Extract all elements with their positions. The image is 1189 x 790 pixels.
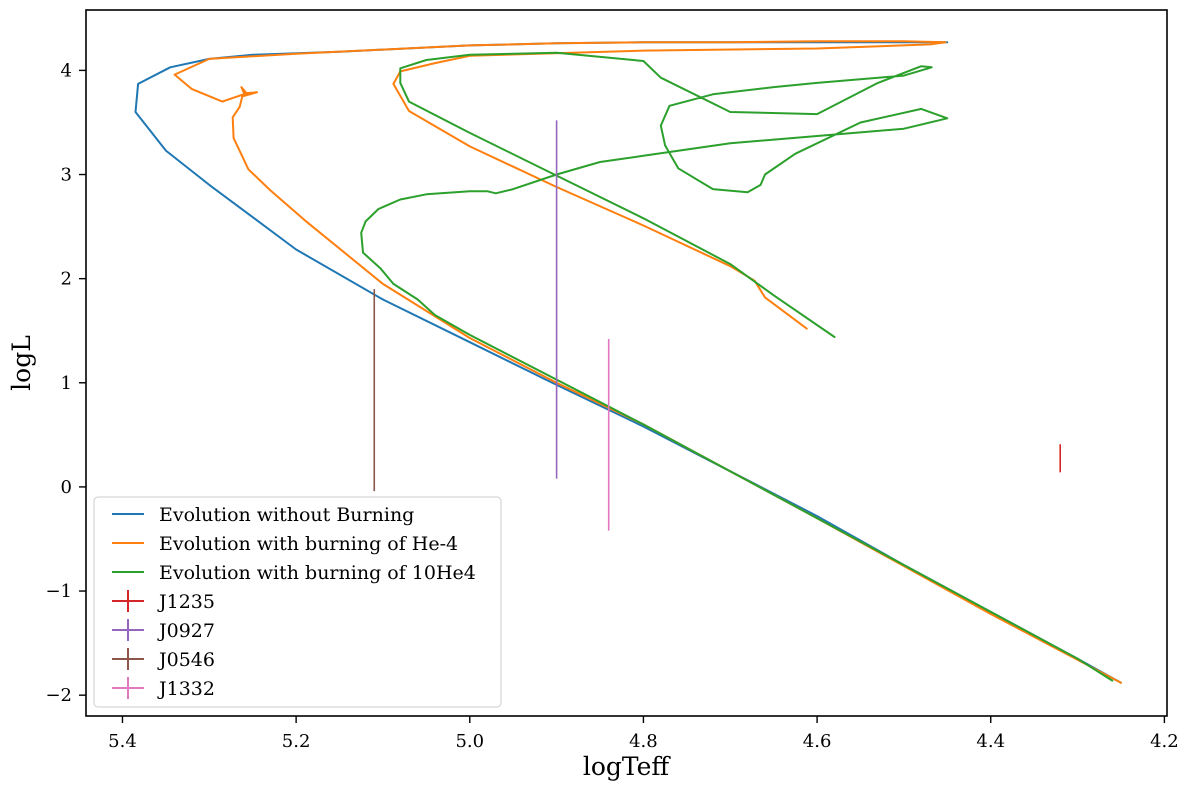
legend-label: J0927 [157,620,215,642]
x-tick-label: 4.2 [1150,731,1179,752]
legend-item-j0927: J0927 [112,619,215,642]
y-axis-ticks: 4 3 2 1 0 −1 −2 [45,60,86,706]
y-tick-label: 3 [61,165,72,186]
legend-item-j0546: J0546 [112,648,215,671]
plot-frame [85,9,1168,717]
x-tick-label: 4.6 [803,731,832,752]
y-tick-label: 1 [61,373,72,394]
legend-item-evolution-without-burning: Evolution without Burning [112,504,414,526]
x-tick-label: 5.2 [282,731,311,752]
x-tick-label: 4.4 [976,731,1005,752]
legend-label: J0546 [157,649,215,671]
x-tick-label: 4.8 [629,731,658,752]
legend-label: J1235 [157,591,215,613]
y-tick-label: −2 [45,685,72,706]
y-tick-label: −1 [45,581,72,602]
legend-item-evolution-with-burning-of-10he4: Evolution with burning of 10He4 [112,562,476,584]
x-axis-ticks: 5.4 5.2 5.0 4.8 4.6 4.4 4.2 [108,716,1179,752]
y-axis-label: logL [7,335,36,391]
legend-label: Evolution with burning of He-4 [159,533,458,555]
y-tick-label: 2 [61,269,72,290]
y-tick-label: 0 [61,477,72,498]
series-line-evolution-with-burning-of-10he4 [360,51,1114,682]
series-line-evolution-with-burning-of-he-4 [173,40,1122,684]
series-layer [134,40,1122,684]
x-tick-label: 5.4 [108,731,137,752]
legend-box [93,496,502,708]
x-tick-label: 5.0 [455,731,484,752]
legend-label: Evolution with burning of 10He4 [159,562,476,584]
legend-item-j1332: J1332 [112,677,215,700]
errorbar-layer [373,120,1062,531]
legend: Evolution without Burning Evolution with … [93,496,502,708]
legend-label: Evolution without Burning [159,504,414,526]
y-tick-label: 4 [61,60,72,81]
legend-item-evolution-with-burning-of-he-4: Evolution with burning of He-4 [112,533,458,555]
x-axis-label: logTeff [583,752,672,781]
legend-label: J1332 [157,678,215,700]
legend-item-j1235: J1235 [112,590,215,613]
